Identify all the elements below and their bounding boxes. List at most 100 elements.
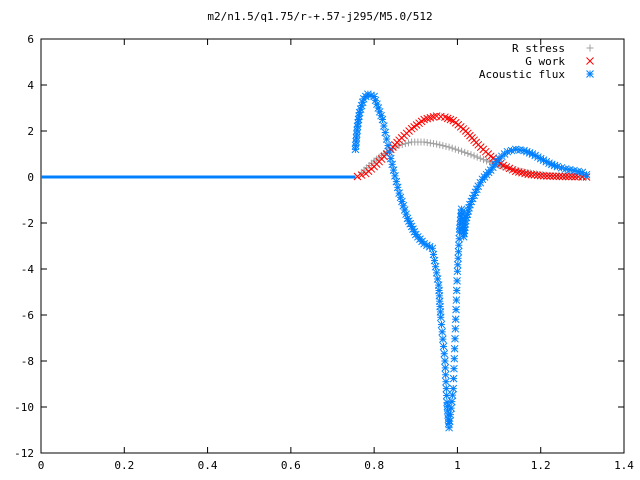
plot-frame (40, 38, 625, 454)
data-point (436, 141, 444, 149)
data-point (441, 357, 449, 365)
y-tick-label: -8 (21, 355, 34, 368)
data-point (380, 122, 388, 130)
x-tick-label: 0.2 (114, 459, 134, 472)
y-tick-label: 6 (27, 33, 34, 46)
legend-marker (586, 70, 594, 78)
data-point (448, 144, 456, 152)
data-point (430, 256, 439, 265)
data-point (388, 160, 397, 169)
x-tick-label: 1.4 (614, 459, 634, 472)
data-point (437, 320, 446, 329)
data-point (511, 145, 520, 154)
data-point (511, 167, 520, 176)
series-2 (351, 90, 591, 432)
data-point (452, 305, 460, 314)
data-point (473, 153, 481, 161)
data-point (518, 168, 526, 177)
legend-label: R stress (512, 42, 565, 55)
series-1 (353, 112, 591, 181)
data-point (447, 404, 456, 413)
y-tick-label: -10 (14, 401, 34, 414)
data-point (386, 154, 395, 163)
data-point (451, 324, 460, 333)
data-point (398, 197, 406, 206)
data-point (453, 260, 462, 269)
y-tick-label: 4 (27, 79, 34, 92)
data-point (483, 157, 491, 165)
data-point (561, 172, 570, 181)
data-point (558, 172, 567, 181)
data-point (479, 156, 487, 164)
data-point (431, 262, 440, 271)
data-point (476, 154, 484, 162)
data-point (450, 364, 458, 373)
y-tick-label: -6 (21, 309, 34, 322)
data-point (392, 177, 401, 186)
data-point (543, 172, 551, 180)
data-point (536, 171, 545, 180)
data-point (398, 140, 406, 148)
data-marks (41, 90, 591, 432)
data-point (440, 349, 449, 358)
y-tick-label: 2 (27, 125, 34, 138)
data-point (384, 141, 392, 150)
data-point (442, 391, 451, 400)
data-point (438, 328, 447, 336)
x-tick-label: 1.2 (531, 459, 551, 472)
data-point (539, 171, 548, 180)
x-tick-label: 0.8 (364, 459, 384, 472)
data-point (449, 384, 458, 393)
data-point (454, 254, 462, 263)
data-point (420, 138, 428, 146)
data-point (464, 150, 472, 158)
data-point (582, 170, 591, 179)
x-tick-label: 0.4 (198, 459, 218, 472)
data-point (445, 143, 453, 151)
data-point (514, 168, 523, 176)
y-tick-label: 0 (27, 171, 34, 184)
x-tick-label: 0.6 (281, 459, 301, 472)
legend-label: Acoustic flux (479, 68, 565, 81)
data-point (441, 113, 449, 122)
data-point (439, 142, 447, 150)
data-point (521, 169, 529, 178)
chart-title: m2/n1.5/q1.75/r-+.57-j295/M5.0/512 (207, 10, 432, 23)
data-point (454, 146, 462, 154)
data-point (429, 250, 438, 259)
axes: 0 0.2 0.4 0.6 0.8 1 1.2 1.4 6 4 2 0 -2 -4 -6 -8 -10 -12 (14, 33, 634, 472)
data-point (401, 140, 409, 148)
data-point (433, 275, 442, 283)
data-point (452, 296, 461, 304)
data-point (524, 170, 533, 179)
x-tick-label: 0 (38, 459, 45, 472)
data-point (426, 139, 434, 147)
data-point (564, 172, 573, 181)
data-point (552, 172, 561, 181)
data-point (432, 268, 441, 277)
data-point (507, 146, 516, 155)
data-point (404, 139, 412, 147)
data-point (578, 168, 587, 177)
data-point (442, 377, 450, 386)
data-point (448, 391, 457, 399)
data-point (441, 370, 450, 379)
data-point (382, 135, 391, 143)
data-point (439, 342, 448, 351)
data-point (445, 423, 453, 432)
data-point (442, 142, 450, 150)
data-point (436, 313, 445, 322)
data-point (433, 140, 441, 148)
x-tick-label: 1 (454, 459, 461, 472)
data-point (571, 172, 579, 181)
data-point (454, 247, 463, 256)
y-tick-label: -12 (14, 447, 34, 460)
y-tick-label: -4 (21, 263, 35, 276)
legend-label: G work (525, 55, 565, 68)
data-point (533, 171, 542, 180)
y-tick-label: -2 (21, 217, 34, 230)
data-point (453, 277, 461, 285)
data-point (451, 145, 459, 153)
data-point (450, 344, 459, 353)
